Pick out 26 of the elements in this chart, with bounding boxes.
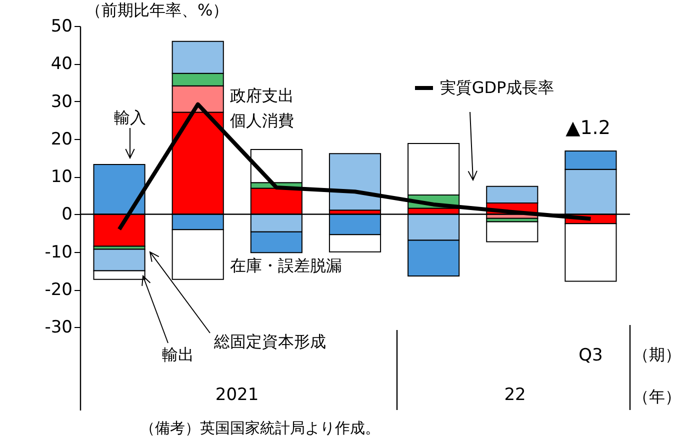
annotation: ▲1.2 — [566, 117, 610, 139]
y-tick-label: 10 — [50, 167, 72, 188]
y-tick-label: -10 — [44, 242, 72, 262]
y-tick-label: 30 — [50, 92, 72, 112]
bar — [328, 153, 382, 211]
y-tick-label: 0 — [62, 204, 72, 225]
series-label: 個人消費 — [230, 111, 294, 130]
text: （年） — [633, 387, 681, 406]
series-label: 在庫・誤差脱漏 — [230, 256, 342, 275]
series-label: 政府支出 — [230, 86, 294, 105]
legend-label: 実質GDP成長率 — [440, 78, 554, 97]
text: 輸出 — [162, 345, 194, 364]
bar — [486, 221, 538, 242]
y-tick-label: 50 — [50, 16, 72, 36]
y-tick-label: -20 — [44, 280, 72, 300]
text: （備考）英国国家統計局より作成。 — [140, 419, 380, 437]
annotation: 2021 — [215, 385, 259, 405]
y-tick-label: 40 — [50, 54, 72, 74]
annotation: 22 — [504, 385, 526, 405]
x-tick-label: Q3 — [578, 346, 603, 366]
y-tick-label: 20 — [50, 129, 72, 150]
y-axis-title: （前期比年率、%） — [86, 0, 229, 20]
text: 輸入 — [114, 108, 146, 127]
text: （期） — [633, 345, 681, 364]
y-tick-label: -30 — [44, 318, 72, 338]
text: 総固定資本形成 — [213, 332, 326, 351]
